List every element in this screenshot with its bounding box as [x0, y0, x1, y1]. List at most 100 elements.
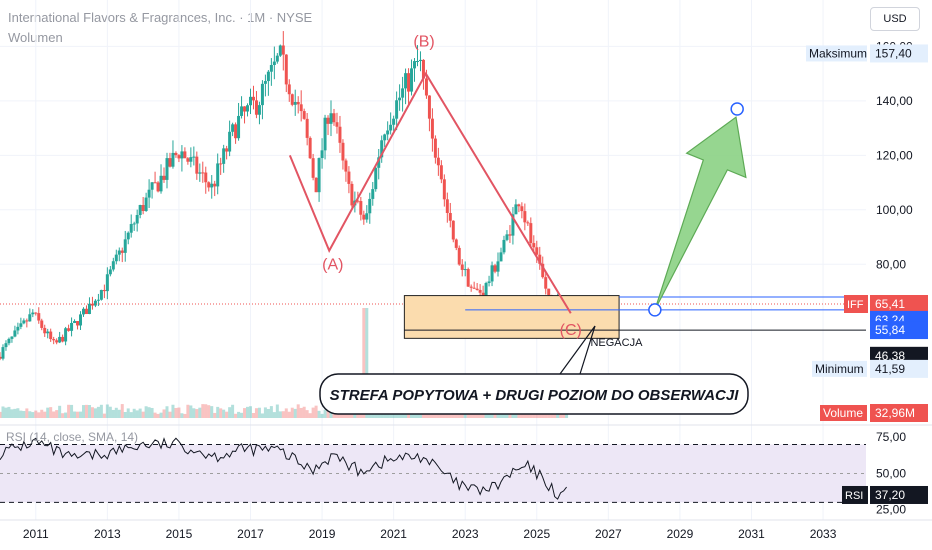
candle-body [433, 138, 437, 158]
rsi-line[interactable] [0, 437, 567, 500]
candle-body [102, 289, 106, 292]
candle-body [150, 182, 154, 190]
abc-wave-line[interactable] [288, 71, 572, 314]
currency-button[interactable]: USD [870, 7, 920, 31]
candle-body [216, 163, 220, 187]
volume-bar [40, 409, 44, 418]
candle-body [1, 347, 5, 359]
candle-body [448, 212, 452, 221]
time-tick-label: 2015 [166, 527, 193, 541]
volume-bar [99, 404, 103, 418]
volume-bar [559, 413, 563, 418]
candle-body [114, 254, 118, 262]
candle-body [299, 104, 303, 112]
volume-bar [73, 411, 77, 418]
volume-bar [415, 413, 419, 418]
candle-body [159, 175, 163, 192]
annotation-callout[interactable] [319, 373, 749, 415]
volume-bar [52, 411, 56, 418]
arrow-start-handle[interactable] [648, 303, 662, 317]
candle-body [204, 172, 208, 183]
candle-body [162, 175, 166, 180]
volume-bar [16, 408, 20, 418]
candle-body [359, 201, 363, 215]
last-price: 65,41 [875, 297, 905, 311]
time-tick-label: 2025 [523, 527, 550, 541]
candle-body [529, 223, 533, 244]
volume-bar [1, 406, 5, 418]
arrow-end-handle[interactable] [730, 102, 744, 116]
candle-body [126, 232, 130, 240]
drawings: NEGACJA (A) (B) (C) STREFA POPYTOWA + DRUGI … [0, 33, 866, 415]
candle-body [508, 234, 512, 236]
candle-body [81, 308, 85, 315]
volume-bar [257, 407, 261, 418]
volume-bar [153, 412, 157, 418]
time-axis: 2011 2013 2015 2017 2019 2021 2023 2025 2027 2029… [0, 519, 932, 541]
volume-bar [177, 407, 181, 418]
candle-body [481, 292, 485, 297]
candle-body [165, 158, 169, 180]
rsi-tick-label: 75,00 [876, 430, 906, 444]
volume-bar [10, 409, 14, 418]
candle-body [544, 277, 548, 289]
volume-bar [70, 404, 74, 418]
candle-body [517, 204, 521, 207]
volume-bar [398, 412, 402, 418]
volume-bar [4, 407, 8, 418]
demand-zone[interactable] [403, 295, 620, 339]
candle-body [189, 157, 193, 162]
candle-body [237, 115, 241, 139]
candle-body [186, 158, 190, 162]
candle-body [418, 59, 422, 62]
volume-bar [266, 408, 270, 418]
volume-bar [535, 411, 539, 418]
volume-bar [210, 406, 214, 418]
candle-body [290, 94, 294, 105]
rsi-tag-bg [842, 485, 868, 504]
callout-pointer [559, 325, 596, 375]
candle-body [13, 330, 17, 337]
volume-bar [174, 407, 178, 418]
candle-body [493, 265, 497, 272]
volume-bar [79, 411, 83, 418]
volume-bar [84, 404, 88, 418]
candle-body [7, 338, 11, 344]
level-55: 55,84 [875, 323, 905, 337]
volume-bar [299, 407, 303, 418]
volume-bar [222, 409, 226, 418]
candle-body [490, 265, 494, 282]
callout-pointer [579, 325, 596, 375]
candle-body [344, 160, 348, 172]
volume-bar [234, 413, 238, 418]
volume-bar [317, 410, 321, 418]
volume-bar [87, 404, 91, 418]
volume-bar [305, 410, 309, 418]
candle-body [371, 189, 375, 199]
candle-body [138, 205, 142, 216]
candle-body [496, 261, 500, 272]
volume-bar [180, 413, 184, 418]
target-arrow[interactable] [654, 116, 747, 311]
volume-bar [281, 411, 285, 418]
candle-body [320, 150, 324, 159]
volume-bar [25, 408, 29, 418]
volume-bar [514, 412, 518, 418]
candle-body [293, 101, 297, 105]
candle-body [475, 288, 479, 290]
candle-body [210, 183, 214, 188]
volume-bar [43, 411, 47, 418]
candle-body [64, 328, 68, 342]
min-value-bg [870, 359, 928, 378]
candle-body [22, 320, 26, 324]
candle-body [460, 264, 464, 270]
candle-body [269, 65, 273, 72]
time-tick-label: 2033 [810, 527, 837, 541]
volume-bar [472, 412, 476, 418]
candle-body [484, 283, 488, 297]
candle-body [296, 101, 300, 105]
wave-label: (A) [322, 257, 343, 274]
candle-body [523, 211, 527, 223]
volume-bar [484, 412, 488, 418]
